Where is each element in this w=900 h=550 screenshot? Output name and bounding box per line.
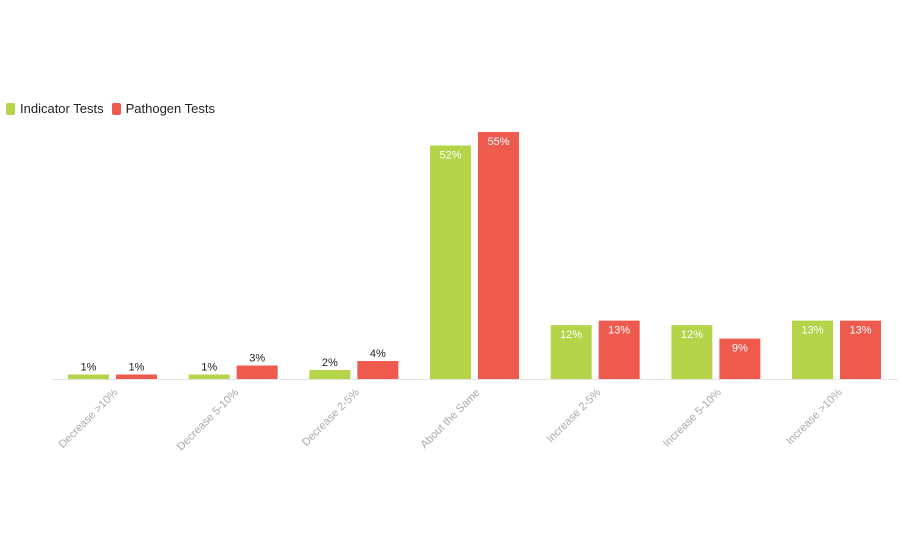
x-tick-label-about-the-same: About the Same <box>418 387 482 451</box>
x-tick-label-decrease-10: Decrease >10% <box>57 386 121 450</box>
x-tick-label-increase-5-10: Increase 5-10% <box>661 386 724 449</box>
legend-label-indicator: Indicator Tests <box>20 101 104 116</box>
data-label-pathogen-tests-decrease-10: 1% <box>129 362 145 374</box>
data-labels-group: 1% 1% 1% 3% 2% 4% 52% 55% 12% 13% 12% 9% 13% 13% <box>81 136 872 373</box>
bars-group <box>68 132 882 379</box>
data-label-indicator-tests-increase-5-10: 12% <box>681 329 703 341</box>
data-label-indicator-tests-increase-2-5: 12% <box>560 329 582 341</box>
legend-label-pathogen: Pathogen Tests <box>125 101 215 116</box>
bar-indicator-tests-increase-2-5[interactable] <box>550 325 592 379</box>
data-label-pathogen-tests-decrease-2-5: 4% <box>370 348 386 360</box>
bar-pathogen-tests-about-the-same[interactable] <box>478 132 520 379</box>
data-label-indicator-tests-about-the-same: 52% <box>439 150 461 162</box>
bar-pathogen-tests-decrease-5-10[interactable] <box>236 365 278 379</box>
data-label-pathogen-tests-about-the-same: 55% <box>487 136 509 148</box>
bar-indicator-tests-decrease-10[interactable] <box>68 374 109 379</box>
data-label-indicator-tests-decrease-2-5: 2% <box>322 357 338 369</box>
data-label-indicator-tests-increase-10: 13% <box>802 325 824 337</box>
x-tick-labels-group: Decrease >10% Decrease 5-10% Decrease 2-5%… <box>57 386 845 453</box>
bar-indicator-tests-increase-5-10[interactable] <box>671 325 713 379</box>
bar-pathogen-tests-decrease-2-5[interactable] <box>357 361 399 379</box>
legend-swatch-pathogen <box>111 102 121 115</box>
x-tick-label-decrease-2-5: Decrease 2-5% <box>300 386 362 448</box>
data-label-pathogen-tests-increase-2-5: 13% <box>608 325 630 337</box>
data-label-pathogen-tests-increase-10: 13% <box>850 325 872 337</box>
x-tick-label-decrease-5-10: Decrease 5-10% <box>175 386 242 453</box>
bar-indicator-tests-increase-10[interactable] <box>792 320 834 379</box>
legend: Indicator Tests Pathogen Tests <box>6 101 215 116</box>
bar-pathogen-tests-increase-2-5[interactable] <box>598 320 640 379</box>
bar-indicator-tests-decrease-2-5[interactable] <box>309 370 351 379</box>
x-tick-label-increase-10: Increase >10% <box>784 386 845 447</box>
legend-item-indicator[interactable]: Indicator Tests <box>6 101 104 116</box>
legend-swatch-indicator <box>6 102 15 115</box>
bar-pathogen-tests-decrease-10[interactable] <box>116 374 157 379</box>
bar-pathogen-tests-increase-10[interactable] <box>840 320 882 379</box>
data-label-pathogen-tests-increase-5-10: 9% <box>732 343 748 355</box>
bar-indicator-tests-about-the-same[interactable] <box>430 145 472 379</box>
data-label-indicator-tests-decrease-5-10: 1% <box>201 362 217 374</box>
data-label-indicator-tests-decrease-10: 1% <box>81 362 97 374</box>
bar-pathogen-tests-increase-5-10[interactable] <box>719 338 761 379</box>
bar-indicator-tests-decrease-5-10[interactable] <box>188 374 230 379</box>
data-label-pathogen-tests-decrease-5-10: 3% <box>249 353 265 365</box>
legend-item-pathogen[interactable]: Pathogen Tests <box>111 101 215 116</box>
x-tick-label-increase-2-5: Increase 2-5% <box>545 386 604 445</box>
